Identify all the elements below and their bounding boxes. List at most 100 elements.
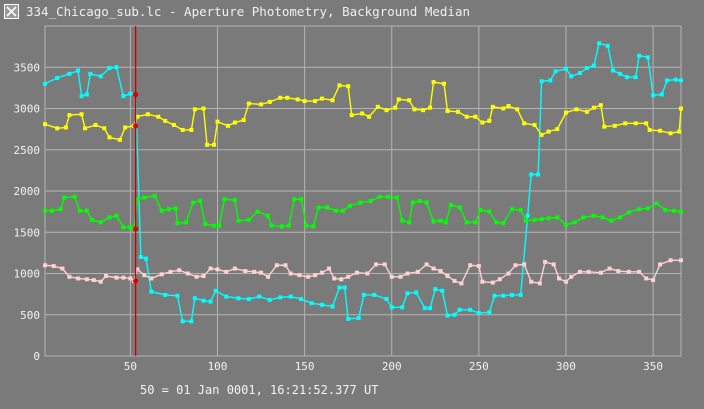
data-point bbox=[246, 297, 251, 302]
data-point bbox=[368, 198, 373, 203]
data-point bbox=[574, 107, 579, 112]
data-point bbox=[633, 75, 638, 80]
data-point bbox=[464, 114, 469, 119]
series-0 bbox=[43, 41, 683, 324]
data-point bbox=[103, 273, 108, 278]
data-point bbox=[224, 294, 229, 299]
data-point bbox=[445, 108, 450, 113]
y-tick-label: 1000 bbox=[14, 268, 41, 281]
data-point bbox=[529, 172, 534, 177]
data-point bbox=[422, 306, 427, 311]
data-point bbox=[548, 78, 553, 83]
data-point bbox=[194, 274, 199, 279]
data-point bbox=[400, 218, 405, 223]
data-point bbox=[668, 258, 673, 263]
data-point bbox=[266, 274, 271, 279]
data-point bbox=[309, 301, 314, 306]
data-point bbox=[415, 269, 420, 274]
data-point bbox=[612, 123, 617, 128]
data-point bbox=[274, 263, 279, 268]
data-point bbox=[98, 220, 103, 225]
data-point bbox=[367, 114, 372, 119]
data-point bbox=[208, 266, 213, 271]
data-point bbox=[123, 125, 128, 130]
x-tick-label: 200 bbox=[382, 360, 402, 373]
data-point bbox=[149, 276, 154, 281]
data-point bbox=[384, 108, 389, 113]
chart-grid bbox=[44, 25, 682, 357]
data-point bbox=[159, 272, 164, 277]
cursor-marker bbox=[133, 91, 139, 98]
data-point bbox=[393, 105, 398, 110]
data-point bbox=[102, 126, 107, 131]
data-point bbox=[311, 224, 316, 229]
data-point bbox=[384, 297, 389, 302]
data-point bbox=[473, 114, 478, 119]
data-point bbox=[651, 278, 656, 283]
data-point bbox=[455, 109, 460, 114]
data-point bbox=[299, 197, 304, 202]
data-point bbox=[421, 108, 426, 113]
data-point bbox=[135, 267, 140, 272]
data-point bbox=[361, 292, 366, 297]
data-point bbox=[337, 285, 342, 290]
data-point bbox=[288, 294, 293, 299]
data-point bbox=[563, 66, 568, 71]
data-point bbox=[372, 292, 377, 297]
data-point bbox=[346, 84, 351, 89]
data-point bbox=[163, 292, 168, 297]
data-point bbox=[539, 79, 544, 84]
data-point bbox=[551, 262, 556, 267]
data-point bbox=[438, 218, 443, 223]
data-point bbox=[497, 277, 502, 282]
title-bar: 334_Chicago_sub.lc - Aperture Photometry… bbox=[0, 0, 704, 24]
data-point bbox=[668, 131, 673, 136]
chart-cursor bbox=[133, 26, 139, 356]
data-point bbox=[597, 41, 602, 46]
data-point bbox=[117, 137, 122, 142]
data-point bbox=[473, 220, 478, 225]
data-point bbox=[584, 109, 589, 114]
data-point bbox=[445, 313, 450, 318]
data-point bbox=[55, 75, 60, 80]
data-point bbox=[77, 208, 82, 213]
data-point bbox=[192, 107, 197, 112]
data-point bbox=[659, 92, 664, 97]
x-tick-label: 150 bbox=[295, 360, 315, 373]
data-point bbox=[459, 281, 464, 286]
data-point bbox=[557, 276, 562, 281]
data-point bbox=[185, 271, 190, 276]
data-point bbox=[417, 198, 422, 203]
data-point bbox=[618, 215, 623, 220]
data-point bbox=[201, 273, 206, 278]
data-point bbox=[374, 262, 379, 267]
data-point bbox=[83, 126, 88, 131]
data-point bbox=[360, 111, 365, 116]
data-point bbox=[114, 275, 119, 280]
data-point bbox=[43, 122, 47, 127]
data-point bbox=[135, 197, 140, 202]
data-point bbox=[665, 78, 670, 83]
data-point bbox=[340, 208, 345, 213]
app-icon[interactable] bbox=[4, 4, 19, 19]
y-tick-label: 2500 bbox=[14, 144, 41, 157]
cursor-marker bbox=[133, 278, 139, 284]
data-point bbox=[180, 319, 185, 324]
data-point bbox=[445, 273, 450, 278]
data-point bbox=[672, 208, 677, 213]
data-point bbox=[591, 63, 596, 68]
data-point bbox=[128, 225, 133, 230]
data-point bbox=[232, 120, 237, 125]
data-point bbox=[644, 276, 649, 281]
data-point bbox=[607, 266, 612, 271]
data-point bbox=[623, 121, 628, 126]
data-point bbox=[569, 74, 574, 79]
data-point bbox=[584, 66, 589, 71]
data-point bbox=[135, 114, 140, 119]
data-point bbox=[79, 112, 84, 117]
data-point bbox=[62, 195, 67, 200]
series-3 bbox=[43, 258, 683, 286]
data-point bbox=[563, 222, 568, 227]
data-point bbox=[480, 120, 485, 125]
